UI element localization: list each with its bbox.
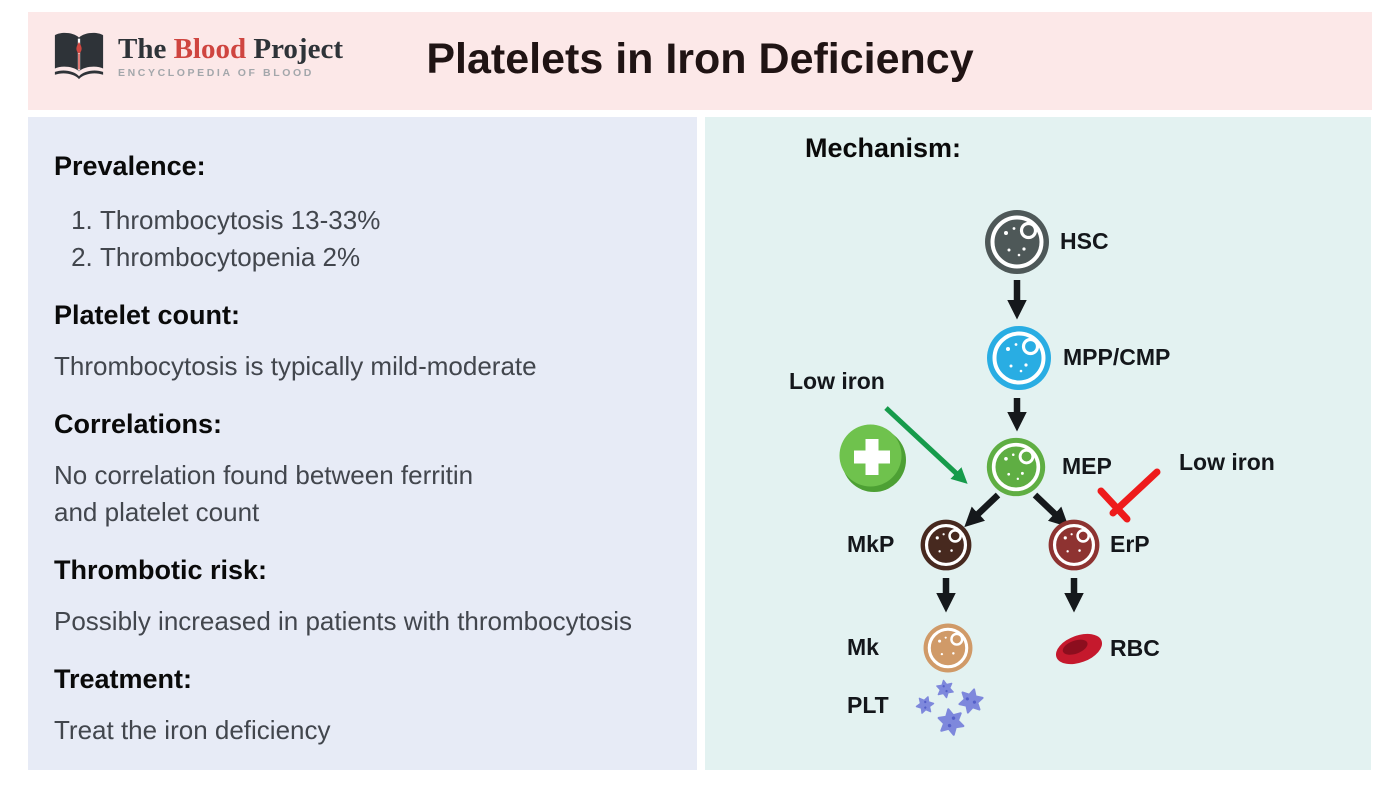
mkp-label: MkP (847, 531, 895, 557)
logo-text: The Blood Project ENCYCLOPEDIA OF BLOOD (118, 34, 343, 79)
platelet-blob (936, 679, 954, 699)
platelet-count-text: Thrombocytosis is typically mild-moderat… (54, 351, 537, 381)
plt-label: PLT (847, 692, 889, 718)
hsc-label: HSC (1060, 228, 1109, 254)
correlations-line-2: and platelet count (54, 497, 260, 527)
plus-circle-icon (837, 422, 907, 492)
logo-name: The Blood Project (118, 34, 343, 64)
prevalence-list: Thrombocytosis 13-33% Thrombocytopenia 2… (54, 202, 671, 276)
arrow-mep-to-mkp (964, 492, 1001, 528)
platelet-blob (958, 688, 984, 714)
section-heading-thrombotic-risk: Thrombotic risk: (54, 555, 268, 585)
red-inhibition-cap (1097, 487, 1131, 523)
platelet-blob (915, 696, 935, 714)
erp-cell-icon (1047, 518, 1101, 572)
red-inhibition-icon (1109, 468, 1161, 517)
mpp-cmp-label: MPP/CMP (1063, 344, 1171, 370)
mechanism-heading: Mechanism: (805, 133, 962, 163)
low-iron-left-label: Low iron (789, 368, 885, 394)
mechanism-panel: Mechanism: (705, 117, 1371, 770)
low-iron-right-label: Low iron (1179, 449, 1275, 475)
thrombotic-risk-text: Possibly increased in patients with thro… (54, 606, 633, 636)
logo-name-project: Project (253, 32, 343, 65)
correlations-text: No correlation found between ferritin and… (54, 457, 671, 531)
page-title: Platelets in Iron Deficiency (426, 35, 974, 83)
hsc-cell-icon (983, 208, 1051, 276)
mep-label: MEP (1062, 453, 1112, 479)
section-heading-treatment: Treatment: (54, 664, 193, 694)
section-heading-platelet-count: Platelet count: (54, 300, 241, 330)
mk-label: Mk (847, 634, 879, 660)
open-book-blood-drop-icon (54, 32, 104, 80)
mkp-cell-icon (919, 518, 973, 572)
treatment-text: Treat the iron deficiency (54, 715, 331, 745)
mep-cell-icon (985, 436, 1047, 498)
header-banner: The Blood Project ENCYCLOPEDIA OF BLOOD … (28, 12, 1372, 110)
logo-subtitle: ENCYCLOPEDIA OF BLOOD (118, 66, 314, 79)
logo-name-blood: Blood (173, 32, 247, 65)
correlations-line-1: No correlation found between ferritin (54, 460, 474, 490)
platelets-icon (911, 677, 987, 741)
rbc-label: RBC (1110, 635, 1160, 661)
list-item-thrombocytopenia: Thrombocytopenia 2% (100, 239, 671, 276)
mpp-cmp-cell-icon (985, 324, 1053, 392)
mk-cell-icon (922, 622, 974, 674)
section-heading-correlations: Correlations: (54, 409, 223, 439)
rbc-icon (1051, 627, 1107, 671)
list-item-thrombocytosis: Thrombocytosis 13-33% (100, 202, 671, 239)
section-heading-prevalence: Prevalence: (54, 151, 206, 181)
logo: The Blood Project ENCYCLOPEDIA OF BLOOD (50, 29, 343, 83)
summary-panel: Prevalence: Thrombocytosis 13-33% Thromb… (28, 117, 697, 770)
erp-label: ErP (1110, 531, 1150, 557)
platelet-blob (937, 708, 965, 736)
arrow-mep-to-erp (1032, 492, 1069, 528)
logo-name-the: The (118, 32, 167, 65)
